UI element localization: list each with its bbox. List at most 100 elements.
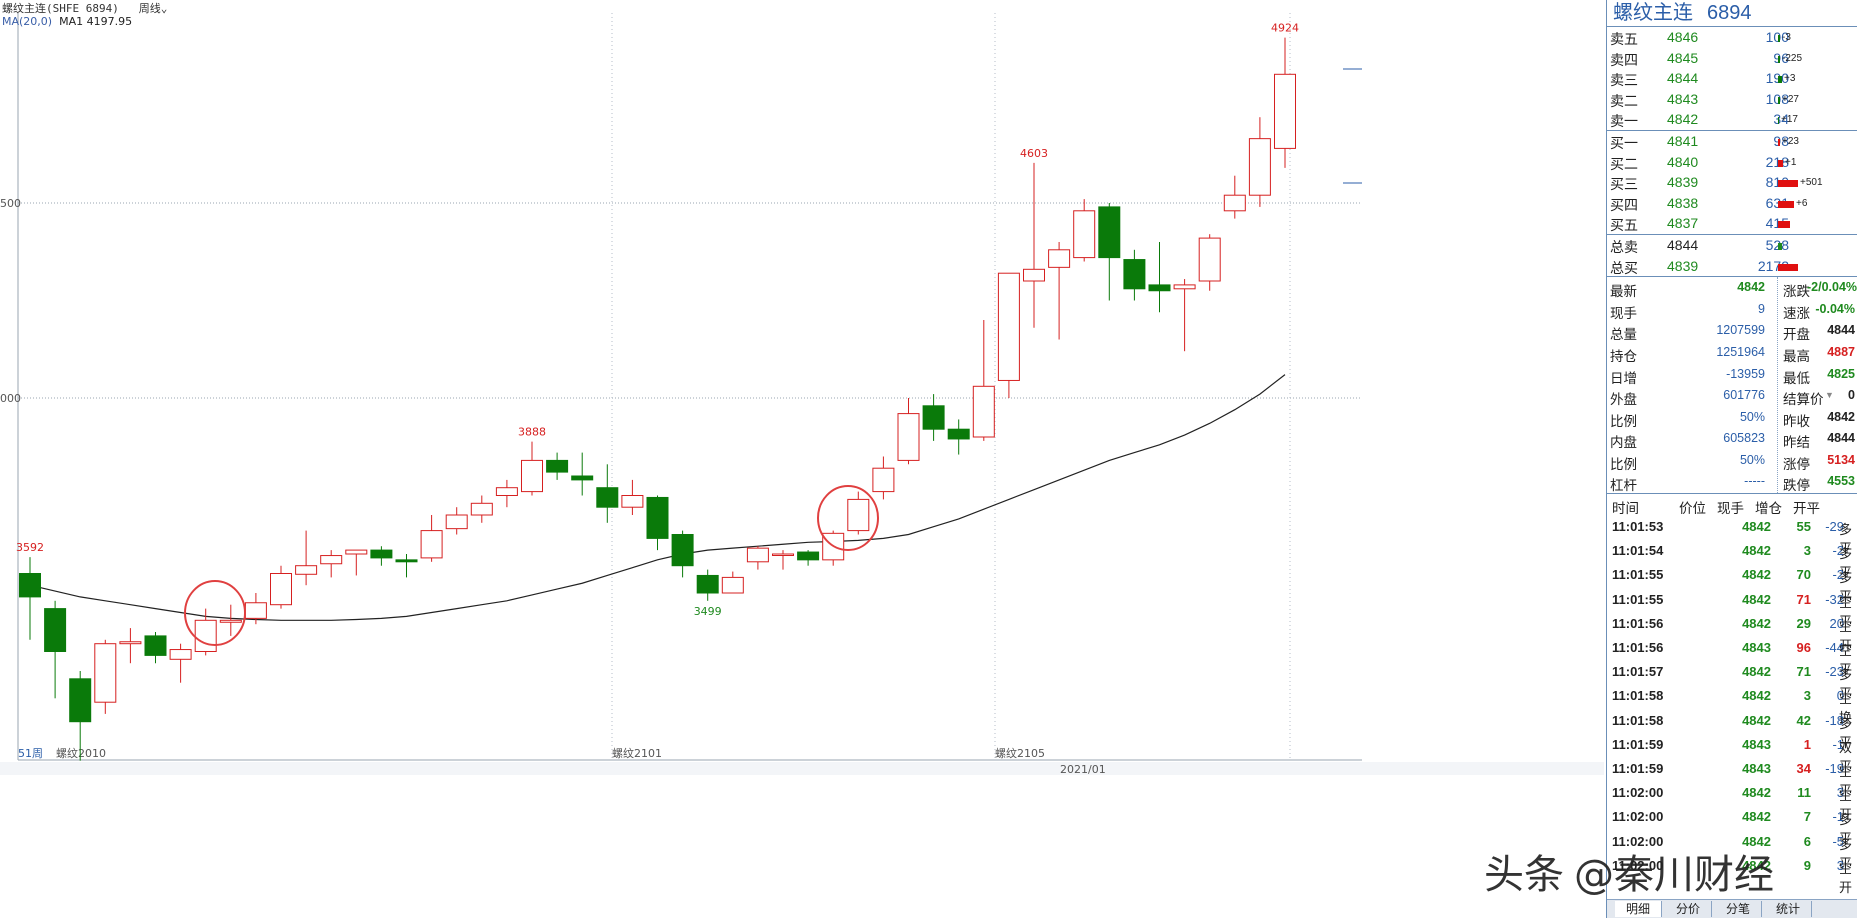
chart-period-selector[interactable]: 周线 bbox=[138, 2, 161, 15]
quote-value: 4842 bbox=[1827, 409, 1855, 424]
order-book-row[interactable]: 卖一 4842 34 +17 bbox=[1607, 109, 1857, 130]
candle[interactable] bbox=[972, 320, 995, 441]
candle[interactable] bbox=[646, 495, 669, 551]
trade-row[interactable]: 11:01:54 4842 3 -2 多平 bbox=[1607, 540, 1857, 580]
candle[interactable] bbox=[872, 456, 895, 500]
candle[interactable] bbox=[1198, 234, 1221, 291]
trade-row[interactable]: 11:01:55 4842 71 -32 空平 bbox=[1607, 589, 1857, 629]
candle[interactable] bbox=[19, 557, 41, 640]
candle[interactable] bbox=[1148, 242, 1171, 313]
candle[interactable] bbox=[69, 671, 92, 761]
candle[interactable] bbox=[621, 479, 644, 515]
candle[interactable] bbox=[721, 571, 744, 594]
trade-row[interactable]: 11:01:56 4843 96 -44 空平 bbox=[1607, 637, 1857, 677]
trade-oi-change: -1 bbox=[1832, 809, 1844, 825]
candle[interactable] bbox=[696, 569, 719, 601]
order-book-row[interactable]: 买四4838631+6 bbox=[1607, 193, 1857, 214]
candle[interactable] bbox=[44, 600, 67, 699]
candle[interactable] bbox=[847, 491, 870, 535]
trade-row[interactable]: 11:01:55 4842 70 -2 多平 bbox=[1607, 564, 1857, 604]
dropdown-arrow-icon[interactable]: ▼ bbox=[1825, 390, 1834, 401]
trade-row[interactable]: 11:02:00 4842 7 -1 多平 bbox=[1607, 806, 1857, 846]
trade-row[interactable]: 11:02:00 4842 11 3 空开 bbox=[1607, 782, 1857, 822]
candle[interactable] bbox=[370, 546, 393, 566]
candle[interactable] bbox=[219, 604, 242, 636]
candle[interactable] bbox=[772, 550, 794, 570]
trade-time: 11:02:00 bbox=[1612, 809, 1664, 825]
order-book-volume-bar bbox=[1778, 138, 1780, 146]
order-book-row[interactable]: 卖三 4844 190+3 bbox=[1607, 68, 1857, 89]
trade-oi-change: -5 bbox=[1832, 833, 1844, 849]
order-book-row[interactable]: 总卖 4844 528 bbox=[1607, 235, 1857, 256]
candle[interactable] bbox=[596, 464, 619, 523]
tab-0[interactable]: 明细 bbox=[1615, 901, 1662, 917]
candle[interactable] bbox=[1248, 117, 1271, 207]
trade-row[interactable]: 11:02:00 4842 9 3 空开 bbox=[1607, 855, 1857, 895]
trades-list[interactable]: 11:01:53 4842 55 -29 多平 11:01:54 4842 3 -2 多平 11:0… bbox=[1607, 516, 1857, 895]
candle[interactable] bbox=[295, 530, 318, 586]
trade-row[interactable]: 11:01:57 4842 71 -23 多平 bbox=[1607, 661, 1857, 701]
candle[interactable] bbox=[997, 272, 1020, 398]
candle[interactable] bbox=[671, 530, 694, 578]
candle-body bbox=[1073, 210, 1096, 259]
tab-1[interactable]: 分价 bbox=[1665, 901, 1712, 917]
candle[interactable] bbox=[571, 452, 594, 496]
candle[interactable] bbox=[797, 550, 820, 566]
candle[interactable] bbox=[1023, 162, 1045, 328]
chevron-down-icon[interactable]: ⌄ bbox=[160, 2, 168, 15]
order-book-label: 买三 bbox=[1610, 176, 1638, 193]
candle[interactable] bbox=[320, 550, 343, 578]
ma-indicator-name[interactable]: MA(20,0) bbox=[2, 15, 53, 28]
order-book-row[interactable]: 卖五 4846 100-3 bbox=[1607, 27, 1857, 48]
order-book-row[interactable]: 卖二 4843 108+27 bbox=[1607, 89, 1857, 110]
candle[interactable] bbox=[1223, 175, 1246, 219]
candle[interactable] bbox=[922, 394, 945, 441]
candle[interactable] bbox=[947, 419, 970, 455]
order-book-row[interactable]: 卖四 4845 96 -225 bbox=[1607, 48, 1857, 69]
candle[interactable] bbox=[270, 565, 292, 609]
candle-body bbox=[69, 678, 92, 723]
candle[interactable] bbox=[470, 495, 493, 523]
candle[interactable] bbox=[144, 632, 167, 664]
candle[interactable] bbox=[1123, 249, 1146, 301]
kline-chart[interactable]: 500 000 51周 螺纹2010 螺纹2101 螺纹2105 2021/01 3592 38… bbox=[0, 0, 1604, 918]
candle[interactable] bbox=[94, 639, 117, 714]
candle-body bbox=[1098, 206, 1121, 259]
trade-row[interactable]: 11:01:58 4842 42 -18 多平 bbox=[1607, 710, 1857, 750]
order-book-row[interactable]: 买五4837415 bbox=[1607, 213, 1857, 234]
candle[interactable] bbox=[420, 515, 443, 562]
order-book-row[interactable]: 买二 4840 218+1 bbox=[1607, 152, 1857, 173]
trade-row[interactable]: 11:01:56 4842 29 20 空开 bbox=[1607, 613, 1857, 653]
candle[interactable] bbox=[546, 452, 569, 480]
candle-body bbox=[972, 385, 995, 438]
order-book-row[interactable]: 总买 4839 2172 bbox=[1607, 256, 1857, 277]
candle[interactable] bbox=[1073, 199, 1096, 262]
quote-row: 现手 9 速涨 -0.04% bbox=[1607, 299, 1857, 321]
candle[interactable] bbox=[521, 441, 543, 496]
candle[interactable] bbox=[897, 398, 920, 465]
candle[interactable] bbox=[169, 643, 192, 683]
trade-row[interactable]: 11:02:00 4842 6 -5 多平 bbox=[1607, 831, 1857, 871]
candle[interactable] bbox=[495, 479, 518, 508]
trade-row[interactable]: 11:01:53 4842 55 -29 多平 bbox=[1607, 516, 1857, 556]
candle[interactable] bbox=[1048, 242, 1071, 340]
candle[interactable] bbox=[746, 546, 769, 570]
kline-chart-canvas[interactable]: 500 000 51周 螺纹2010 螺纹2101 螺纹2105 2021/01 3592 38… bbox=[0, 0, 1604, 918]
candle[interactable] bbox=[445, 507, 468, 535]
order-book-row[interactable]: 买三4839810+501 bbox=[1607, 172, 1857, 193]
trade-time: 11:01:57 bbox=[1612, 664, 1664, 680]
candle[interactable] bbox=[345, 549, 368, 576]
candle[interactable] bbox=[1274, 37, 1296, 168]
candle[interactable] bbox=[395, 554, 418, 578]
candle[interactable] bbox=[1098, 203, 1121, 301]
trade-row[interactable]: 11:01:59 4843 1 -1 双平 bbox=[1607, 734, 1857, 774]
trades-col-vol: 现手 bbox=[1717, 501, 1744, 517]
candle[interactable] bbox=[119, 628, 142, 664]
trade-time: 11:01:58 bbox=[1612, 688, 1664, 704]
trade-row[interactable]: 11:01:59 4843 34 -19 空平 bbox=[1607, 758, 1857, 798]
tab-2[interactable]: 分笔 bbox=[1715, 901, 1762, 917]
trade-row[interactable]: 11:01:58 4842 3 0 空换 bbox=[1607, 685, 1857, 725]
candle[interactable] bbox=[1173, 279, 1196, 352]
order-book-row[interactable]: 买一 4841 98 +23 bbox=[1607, 131, 1857, 152]
tab-3[interactable]: 统计 bbox=[1765, 901, 1812, 917]
